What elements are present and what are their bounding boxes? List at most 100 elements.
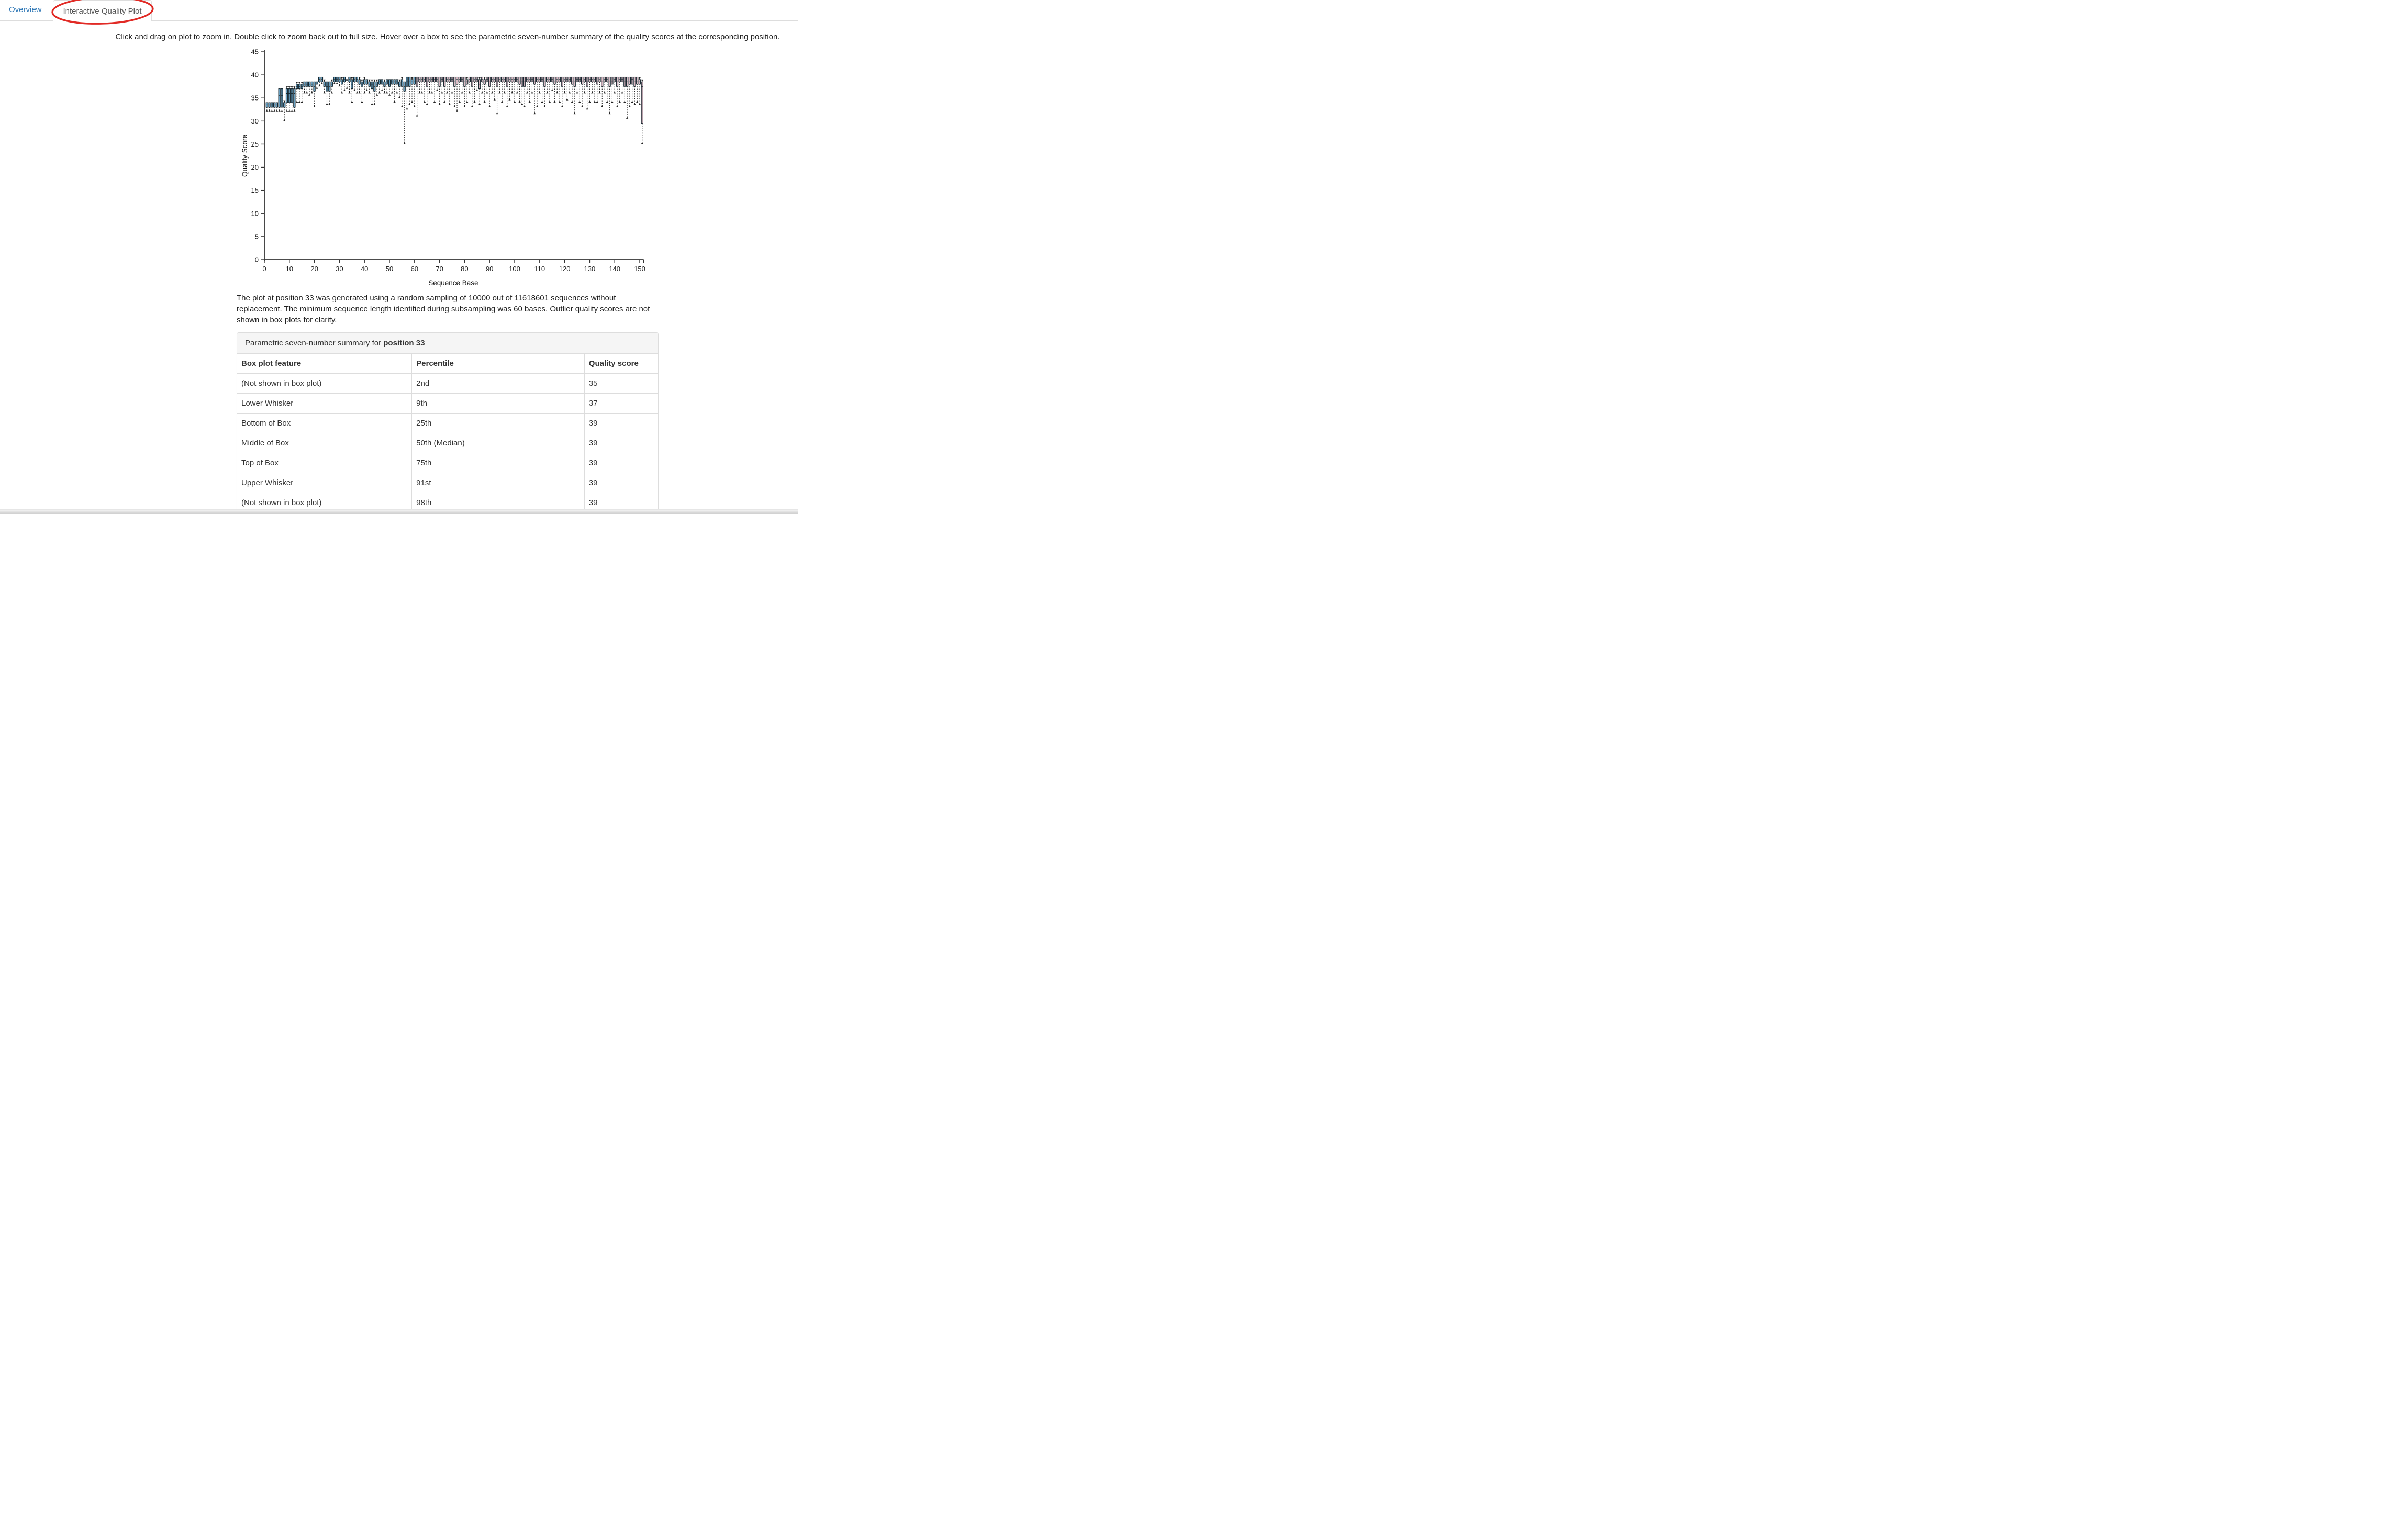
boxplot-position-55[interactable] bbox=[400, 77, 404, 107]
boxplot-position-126[interactable] bbox=[578, 76, 581, 103]
boxplot-position-13[interactable] bbox=[295, 82, 298, 103]
boxplot-position-45[interactable] bbox=[375, 79, 378, 96]
boxplot-position-136[interactable] bbox=[603, 76, 606, 94]
boxplot-position-93[interactable] bbox=[496, 76, 498, 115]
boxplot-position-50[interactable] bbox=[388, 79, 391, 96]
boxplot-position-114[interactable] bbox=[548, 76, 551, 103]
boxplot-position-26[interactable] bbox=[328, 81, 331, 105]
boxplot-position-98[interactable] bbox=[508, 76, 511, 101]
boxplot-position-76[interactable] bbox=[453, 76, 456, 107]
boxplot-position-30[interactable] bbox=[338, 76, 341, 87]
boxplot-position-88[interactable] bbox=[483, 77, 486, 103]
boxplot-position-108[interactable] bbox=[533, 76, 536, 115]
boxplot-position-66[interactable] bbox=[428, 76, 431, 94]
boxplot-position-6[interactable] bbox=[278, 88, 281, 112]
boxplot-position-59[interactable] bbox=[410, 77, 414, 103]
boxplot-position-148[interactable] bbox=[633, 76, 636, 105]
boxplot-position-54[interactable] bbox=[398, 79, 401, 98]
boxplot-position-20[interactable] bbox=[313, 81, 316, 107]
boxplot-position-102[interactable] bbox=[518, 76, 521, 103]
boxplot-position-1[interactable] bbox=[265, 102, 268, 112]
boxplot-position-24[interactable] bbox=[323, 79, 326, 94]
boxplot-position-135[interactable] bbox=[601, 76, 604, 107]
boxplot-position-118[interactable] bbox=[558, 76, 561, 103]
boxplot-position-21[interactable] bbox=[316, 81, 318, 89]
boxplot-position-107[interactable] bbox=[531, 76, 533, 94]
boxplot-position-3[interactable] bbox=[271, 102, 273, 112]
boxplot-position-22[interactable] bbox=[318, 76, 321, 87]
boxplot-position-149[interactable] bbox=[636, 76, 639, 103]
boxplot-position-125[interactable] bbox=[576, 76, 578, 94]
boxplot-position-75[interactable] bbox=[451, 76, 453, 94]
boxplot-position-34[interactable] bbox=[348, 76, 351, 94]
boxplot-position-131[interactable] bbox=[591, 76, 594, 94]
boxplot-position-141[interactable] bbox=[616, 76, 619, 107]
boxplot-position-91[interactable] bbox=[491, 76, 494, 94]
quality-boxplot-chart[interactable]: 0 5 10 15 20 25 30 35 40 45 0 10 20 30 40 50 60 70 80 90 100… bbox=[241, 44, 654, 292]
boxplot-position-89[interactable] bbox=[486, 76, 488, 94]
boxplot-position-14[interactable] bbox=[298, 82, 301, 103]
boxplot-position-35[interactable] bbox=[351, 77, 353, 103]
boxplot-position-145[interactable] bbox=[626, 76, 629, 119]
boxplot-position-97[interactable] bbox=[506, 76, 508, 107]
boxplot-position-99[interactable] bbox=[511, 76, 514, 94]
boxplot-position-12[interactable] bbox=[293, 86, 296, 112]
boxplot-position-139[interactable] bbox=[611, 76, 614, 103]
boxplot-position-110[interactable] bbox=[538, 76, 541, 94]
boxplot-position-83[interactable] bbox=[471, 76, 473, 107]
boxplot-position-32[interactable] bbox=[343, 76, 346, 91]
boxplot-position-134[interactable] bbox=[598, 76, 601, 94]
tab-overview[interactable]: Overview bbox=[9, 5, 42, 14]
boxplot-position-85[interactable] bbox=[476, 76, 478, 91]
boxplot-position-82[interactable] bbox=[468, 76, 471, 94]
boxplot-position-81[interactable] bbox=[466, 77, 469, 103]
boxplot-position-46[interactable] bbox=[378, 79, 381, 94]
boxplot-position-4[interactable] bbox=[273, 102, 276, 112]
boxplot-position-147[interactable] bbox=[631, 76, 633, 103]
boxplot-position-130[interactable] bbox=[588, 76, 591, 103]
boxplot-position-27[interactable] bbox=[330, 79, 333, 94]
boxplot-position-128[interactable] bbox=[583, 76, 586, 94]
boxplot-position-31[interactable] bbox=[341, 77, 343, 94]
boxplot-position-57[interactable] bbox=[406, 76, 408, 110]
boxplot-position-109[interactable] bbox=[536, 76, 539, 107]
boxplot-position-87[interactable] bbox=[481, 76, 484, 94]
boxplot-position-70[interactable] bbox=[438, 76, 441, 105]
boxplot-position-78[interactable] bbox=[458, 76, 461, 103]
boxplot-position-96[interactable] bbox=[503, 76, 506, 94]
boxplot-position-44[interactable] bbox=[373, 79, 376, 105]
boxplot-position-17[interactable] bbox=[306, 81, 308, 94]
boxplot-position-11[interactable] bbox=[291, 86, 293, 112]
boxplot-position-53[interactable] bbox=[396, 79, 398, 94]
boxplot-position-5[interactable] bbox=[275, 102, 279, 112]
boxplot-position-47[interactable] bbox=[381, 79, 383, 91]
boxplot-position-62[interactable] bbox=[418, 76, 421, 94]
boxplot-position-127[interactable] bbox=[581, 76, 584, 107]
boxplot-position-41[interactable] bbox=[365, 79, 369, 91]
boxplot-position-18[interactable] bbox=[308, 81, 311, 96]
boxplot-position-19[interactable] bbox=[310, 81, 313, 94]
boxplot-position-121[interactable] bbox=[566, 76, 569, 101]
boxplot-position-23[interactable] bbox=[320, 76, 324, 84]
boxplot-position-39[interactable] bbox=[361, 79, 363, 103]
boxplot-position-100[interactable] bbox=[513, 76, 516, 103]
horizontal-scrollbar-track[interactable] bbox=[0, 509, 798, 514]
boxplot-position-112[interactable] bbox=[543, 76, 546, 107]
boxplot-position-90[interactable] bbox=[488, 76, 491, 107]
boxplot-position-116[interactable] bbox=[553, 76, 556, 103]
boxplot-position-151[interactable] bbox=[641, 79, 643, 144]
boxplot-position-60[interactable] bbox=[413, 76, 416, 107]
boxplot-position-9[interactable] bbox=[285, 86, 288, 112]
boxplot-position-74[interactable] bbox=[448, 76, 451, 105]
boxplot-position-69[interactable] bbox=[436, 76, 438, 91]
boxplot-position-68[interactable] bbox=[433, 76, 436, 103]
boxplot-position-117[interactable] bbox=[556, 76, 559, 94]
boxplot-position-71[interactable] bbox=[441, 76, 443, 94]
boxplot-position-95[interactable] bbox=[500, 76, 504, 103]
tab-interactive-quality-plot[interactable]: Interactive Quality Plot bbox=[53, 0, 152, 21]
boxplot-position-73[interactable] bbox=[445, 76, 449, 94]
boxplot-position-63[interactable] bbox=[420, 76, 424, 94]
boxplot-position-7[interactable] bbox=[281, 88, 283, 112]
boxplot-position-132[interactable] bbox=[593, 76, 596, 103]
boxplot-position-123[interactable] bbox=[571, 76, 574, 103]
